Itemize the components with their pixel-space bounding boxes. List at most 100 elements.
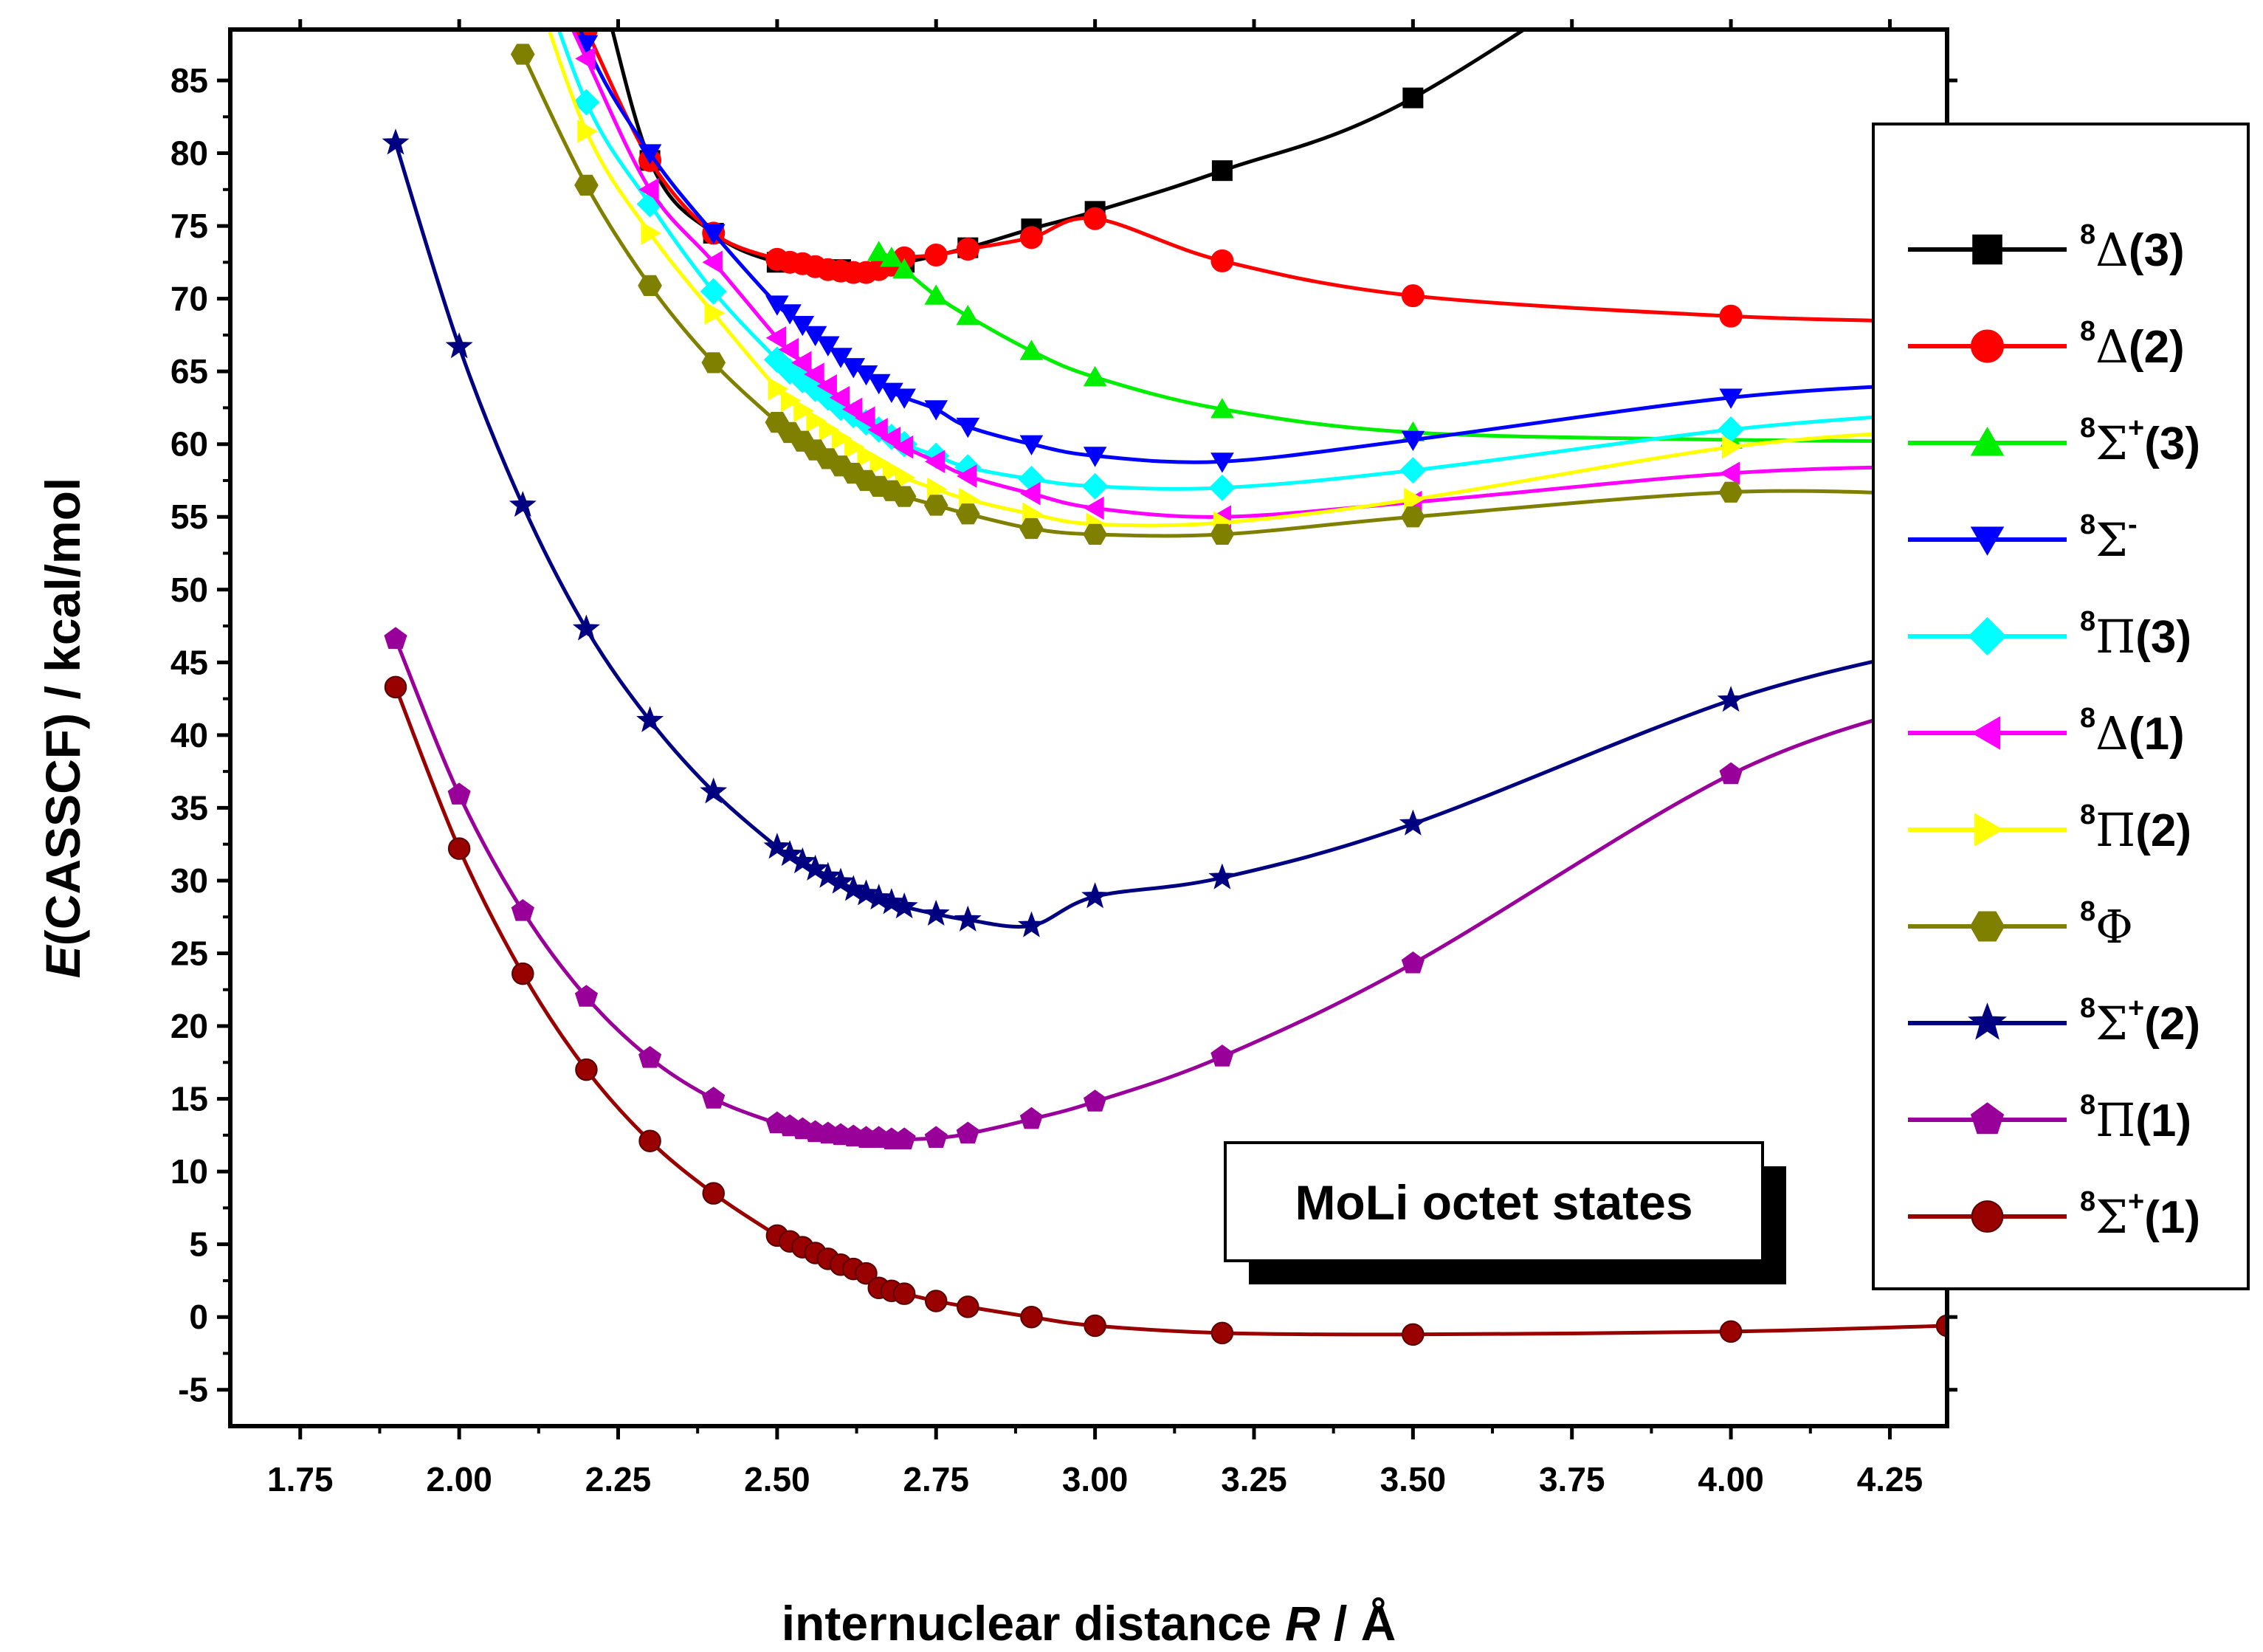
data-point xyxy=(954,905,982,932)
legend-item-8-1-10: 8Σ+(1) xyxy=(1908,1186,2200,1244)
data-point xyxy=(1020,481,1041,506)
legend-label: 8Π(1) xyxy=(2080,1090,2191,1147)
data-point xyxy=(574,174,599,196)
data-point xyxy=(956,304,980,326)
legend-label-tail: (3) xyxy=(2129,225,2185,276)
y-tick-label: 65 xyxy=(170,352,208,390)
data-point xyxy=(802,854,830,881)
data-point xyxy=(700,278,727,305)
data-point xyxy=(1210,249,1234,272)
data-point xyxy=(1401,284,1425,308)
data-point xyxy=(806,409,827,433)
data-point xyxy=(892,435,914,459)
data-point xyxy=(1935,1314,1947,1338)
data-point xyxy=(1719,304,1743,328)
legend-label-tail: (3) xyxy=(2144,419,2200,469)
data-point xyxy=(924,400,948,421)
legend-label-sup: 8 xyxy=(2080,799,2095,830)
legend-label-sup: 8 xyxy=(2080,896,2095,927)
data-point xyxy=(1019,1107,1043,1129)
data-point xyxy=(1210,398,1234,419)
legend-label: 8Σ+(2) xyxy=(2080,993,2200,1050)
data-point xyxy=(790,316,815,337)
data-point xyxy=(924,1126,948,1148)
legend-label-sup: 8 xyxy=(2080,1090,2095,1121)
data-point xyxy=(575,47,596,71)
data-point xyxy=(447,837,471,860)
data-point xyxy=(776,840,804,867)
data-point xyxy=(638,178,659,202)
data-point xyxy=(880,247,903,267)
data-point xyxy=(1083,523,1107,545)
data-point xyxy=(895,466,916,489)
x-axis-title-post: / Å xyxy=(1320,1596,1396,1651)
legend-label-sup2: + xyxy=(2128,1186,2144,1217)
data-point xyxy=(765,326,786,350)
data-point xyxy=(1210,1044,1234,1067)
data-point xyxy=(702,1087,726,1109)
data-point xyxy=(1084,496,1104,520)
legend-label-tail: (1) xyxy=(2129,709,2185,760)
data-point xyxy=(641,221,661,245)
legend-label-sup2: + xyxy=(2128,993,2144,1024)
y-tick-label: 35 xyxy=(170,788,208,827)
legend-label-sup: 8 xyxy=(2080,316,2095,347)
data-point xyxy=(816,336,840,357)
legend-label-tail: (2) xyxy=(2129,322,2185,373)
data-point xyxy=(636,706,664,732)
legend-label-tail: (3) xyxy=(2135,612,2191,663)
legend-label: 8Δ(2) xyxy=(2080,316,2185,374)
legend-swatch-marker xyxy=(1969,911,2005,942)
data-point xyxy=(791,351,812,375)
data-point xyxy=(892,486,917,507)
data-point xyxy=(701,224,726,245)
y-axis-title-var: E xyxy=(35,944,90,978)
legend-label-greek: Δ xyxy=(2095,706,2129,760)
data-point xyxy=(1019,435,1044,455)
data-point xyxy=(1210,523,1235,545)
data-point xyxy=(924,1290,948,1312)
legend-label-sup: 8 xyxy=(2080,413,2095,444)
y-tick-label: 30 xyxy=(170,861,208,900)
legend-label-sup: 8 xyxy=(2080,509,2095,540)
y-axis-title: E(CASSCF) / kcal/mol xyxy=(35,478,90,978)
series-8-1-9 xyxy=(384,627,1947,1149)
legend-label-greek: Σ xyxy=(2095,416,2128,470)
data-point xyxy=(702,250,723,275)
legend-label-greek: Π xyxy=(2095,610,2135,664)
legend-label-greek: Σ xyxy=(2095,997,2128,1050)
legend-label-greek: Σ xyxy=(2095,513,2128,567)
data-point xyxy=(638,144,662,165)
data-point xyxy=(510,44,535,65)
data-point xyxy=(511,898,534,921)
data-point xyxy=(1399,457,1427,484)
data-point xyxy=(880,427,901,450)
series-8-1-10 xyxy=(384,675,1947,1346)
y-tick-label: 20 xyxy=(170,1007,208,1045)
legend-label: 8Π(2) xyxy=(2080,799,2191,857)
data-point xyxy=(763,833,791,859)
data-point xyxy=(382,128,410,155)
legend-item-8-3-2: 8Σ+(3) xyxy=(1908,413,2200,470)
data-point xyxy=(509,491,537,517)
legend-label-tail: (1) xyxy=(2135,1095,2191,1146)
series-8-7 xyxy=(510,44,1947,545)
legend-label-tail: (1) xyxy=(2144,1192,2200,1243)
legend-item-8-2-6: 8Π(2) xyxy=(1908,799,2191,857)
legend-label-greek: Δ xyxy=(2095,223,2129,277)
data-point xyxy=(1083,447,1107,467)
y-tick-label: 15 xyxy=(170,1080,208,1118)
data-point xyxy=(1722,435,1743,459)
data-point xyxy=(844,435,865,459)
y-tick-label: 85 xyxy=(170,61,208,100)
legend: 8Δ(3)8Δ(2)8Σ+(3)8Σ-8Π(3)8Δ(1)8Π(2)8Φ8Σ+(… xyxy=(1872,123,2250,1290)
legend-label-sup2: + xyxy=(2128,413,2144,444)
legend-label-greek: Σ xyxy=(2095,1190,2128,1244)
data-point xyxy=(1402,1323,1425,1346)
data-point xyxy=(1401,430,1425,451)
data-point xyxy=(1083,365,1107,387)
series-line xyxy=(610,30,1528,272)
legend-swatch-marker xyxy=(1974,813,2004,847)
legend-swatch-marker xyxy=(1968,1002,2007,1040)
data-point xyxy=(924,284,948,305)
